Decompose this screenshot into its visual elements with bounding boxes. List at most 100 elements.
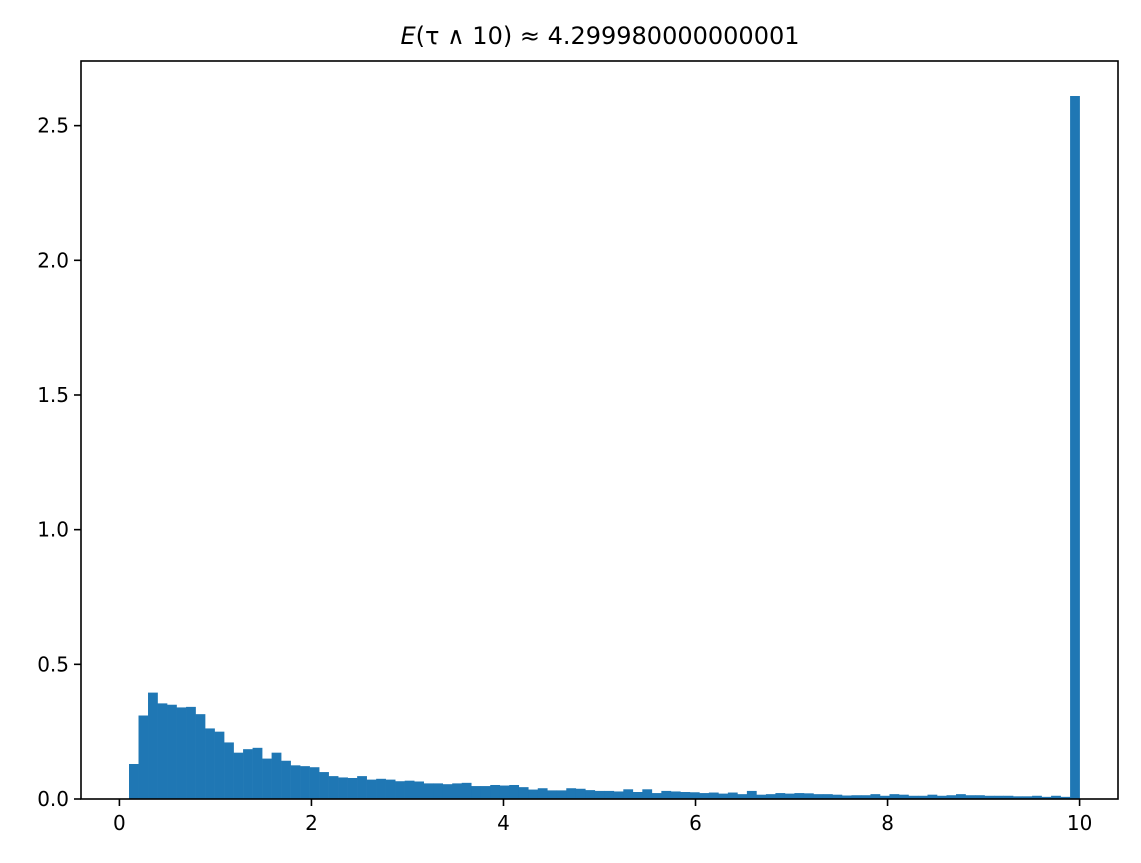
histogram-bar bbox=[186, 706, 196, 799]
y-tick-label: 0.0 bbox=[37, 787, 69, 811]
histogram-bar bbox=[243, 749, 253, 799]
histogram-bar bbox=[784, 793, 795, 799]
histogram-bar bbox=[604, 790, 615, 799]
y-tick-label: 0.5 bbox=[37, 652, 69, 676]
histogram-bar bbox=[357, 776, 367, 799]
histogram-bar bbox=[328, 776, 339, 799]
histogram-bar bbox=[423, 783, 434, 799]
y-tick-label: 1.5 bbox=[37, 383, 69, 407]
histogram-bar bbox=[765, 794, 776, 799]
histogram-bar bbox=[708, 792, 719, 799]
histogram-bar bbox=[566, 788, 577, 799]
histogram-bar bbox=[404, 780, 415, 799]
histogram-bar bbox=[452, 783, 463, 799]
histogram-bar bbox=[975, 795, 985, 799]
histogram-bar bbox=[965, 795, 976, 799]
histogram-bar bbox=[1051, 795, 1061, 799]
histogram-bar bbox=[281, 760, 291, 799]
histogram-bar bbox=[775, 793, 786, 799]
y-axis-ticks: 0.0 0.5 1.0 1.5 2.0 2.5 bbox=[37, 114, 81, 811]
histogram-bar bbox=[898, 794, 909, 799]
histogram-bar bbox=[803, 793, 814, 799]
y-tick-label: 1.0 bbox=[37, 518, 69, 542]
histogram-bar bbox=[860, 795, 871, 799]
x-tick-label: 6 bbox=[689, 811, 702, 835]
histogram-bar bbox=[252, 747, 263, 799]
histogram-bar bbox=[813, 794, 824, 799]
histogram-bar bbox=[651, 793, 662, 799]
histogram-bar bbox=[917, 795, 928, 799]
y-tick-label: 2.0 bbox=[37, 248, 69, 272]
histogram-bar bbox=[746, 790, 757, 799]
histogram-bar bbox=[832, 794, 843, 799]
histogram-bar bbox=[528, 789, 539, 799]
chart-title-italic-part: E bbox=[400, 22, 416, 50]
histogram-bar bbox=[927, 794, 938, 799]
histogram-bar bbox=[195, 714, 206, 799]
histogram-bar bbox=[129, 763, 139, 799]
histogram-bar bbox=[461, 782, 472, 799]
histogram-bar bbox=[300, 766, 310, 799]
plot-area-frame bbox=[80, 60, 1119, 800]
histogram-bar bbox=[319, 772, 329, 799]
histogram-bar bbox=[680, 792, 691, 799]
histogram-bar bbox=[613, 791, 624, 799]
histogram-bar bbox=[490, 784, 501, 799]
x-tick-label: 0 bbox=[113, 811, 126, 835]
histogram-bar bbox=[594, 790, 605, 799]
histogram-bar bbox=[1041, 796, 1052, 799]
histogram-bar bbox=[1070, 96, 1080, 799]
histogram-bar bbox=[366, 779, 377, 799]
histogram-bar bbox=[309, 767, 320, 799]
histogram-bar bbox=[908, 795, 919, 799]
histogram-bar bbox=[233, 752, 244, 799]
histogram-bar bbox=[851, 795, 862, 799]
histogram-bar bbox=[176, 707, 187, 799]
histogram-bar bbox=[575, 788, 586, 799]
histogram-bar bbox=[984, 795, 995, 799]
histogram-bar bbox=[1003, 795, 1014, 799]
histogram-bar bbox=[224, 742, 234, 799]
histogram-bar bbox=[642, 789, 653, 799]
histogram-bar bbox=[442, 784, 453, 799]
chart-title-rest-part: (τ ∧ 10) ≈ 4.299980000000001 bbox=[416, 22, 800, 50]
histogram-bar bbox=[414, 781, 424, 799]
y-tick-label: 2.5 bbox=[37, 114, 69, 138]
histogram-bar bbox=[376, 778, 386, 799]
histogram-bars bbox=[129, 96, 1080, 799]
histogram-bar bbox=[167, 704, 177, 799]
x-tick-label: 10 bbox=[1067, 811, 1092, 835]
histogram-bar bbox=[138, 715, 149, 799]
histogram-bar bbox=[480, 786, 491, 799]
histogram-bar bbox=[699, 793, 710, 799]
histogram-bar bbox=[956, 794, 966, 799]
x-axis-ticks: 0 2 4 6 8 10 bbox=[113, 799, 1092, 835]
histogram-bar bbox=[385, 779, 396, 799]
histogram-bar bbox=[727, 792, 738, 799]
histogram-bar bbox=[870, 794, 881, 799]
x-tick-label: 2 bbox=[305, 811, 318, 835]
histogram-bar bbox=[1032, 795, 1042, 799]
histogram-bar bbox=[632, 792, 643, 799]
histogram-bar bbox=[338, 777, 348, 799]
histogram-bar bbox=[262, 758, 272, 799]
histogram-bar bbox=[499, 785, 510, 799]
histogram-bar bbox=[889, 794, 900, 799]
histogram-bar bbox=[756, 794, 767, 799]
histogram-bar bbox=[433, 783, 444, 799]
histogram-bar bbox=[623, 789, 634, 799]
histogram-bar bbox=[718, 793, 729, 799]
histogram-bar bbox=[879, 795, 890, 799]
histogram-bar bbox=[661, 790, 672, 799]
histogram-bar bbox=[395, 781, 405, 799]
x-tick-label: 4 bbox=[497, 811, 510, 835]
histogram-bar bbox=[214, 731, 225, 799]
histogram-bar bbox=[157, 703, 168, 799]
histogram-bar bbox=[547, 790, 558, 799]
histogram-bar bbox=[585, 790, 596, 799]
chart-title: E(τ ∧ 10) ≈ 4.299980000000001 bbox=[400, 22, 799, 50]
histogram-bar bbox=[689, 792, 700, 799]
histogram-bar bbox=[946, 795, 957, 799]
histogram-bar bbox=[148, 692, 158, 799]
